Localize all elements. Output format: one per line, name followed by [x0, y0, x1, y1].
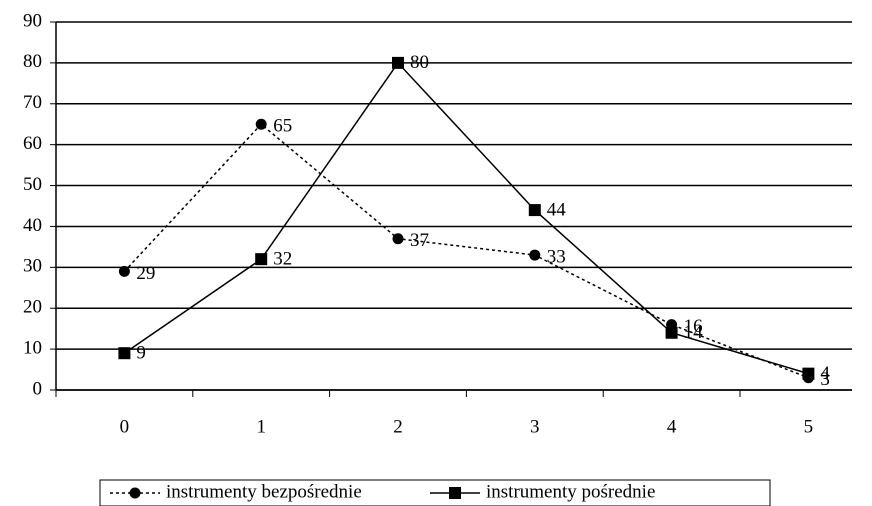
- data-point: [118, 347, 131, 360]
- series-line: [123, 123, 809, 379]
- data-point: [118, 265, 130, 277]
- data-point: [528, 204, 541, 217]
- data-point: [802, 367, 815, 380]
- data-label: 33: [547, 246, 566, 267]
- x-tick-label: 0: [120, 416, 130, 437]
- legend-box: [99, 479, 771, 506]
- data-point: [392, 56, 404, 69]
- legend-label: instrumenty bezpośrednie: [166, 481, 362, 502]
- legend-marker: [449, 487, 461, 499]
- legend-label: instrumenty pośrednie: [486, 481, 655, 502]
- y-tick-label: 30: [23, 256, 42, 277]
- data-point: [392, 233, 404, 245]
- y-tick-label: 60: [23, 133, 42, 154]
- y-tick-label: 80: [23, 51, 42, 72]
- data-label: 44: [547, 199, 567, 220]
- data-label: 32: [273, 249, 292, 270]
- data-label: 16: [684, 316, 703, 337]
- data-label: 29: [136, 263, 155, 284]
- data-label: 65: [273, 116, 292, 137]
- x-tick-label: 2: [393, 416, 403, 437]
- y-tick-label: 10: [23, 337, 42, 358]
- x-tick-label: 1: [256, 416, 266, 437]
- data-point: [255, 253, 268, 266]
- y-tick-label: 90: [23, 10, 42, 31]
- data-label: 37: [410, 230, 429, 251]
- y-tick-label: 70: [23, 92, 42, 113]
- y-tick-label: 0: [33, 378, 43, 399]
- x-tick-label: 3: [530, 416, 540, 437]
- y-tick-label: 20: [23, 297, 42, 318]
- data-label: 9: [136, 343, 146, 364]
- data-point: [665, 326, 678, 339]
- data-label: 80: [410, 52, 429, 73]
- data-point: [255, 118, 267, 130]
- x-tick-label: 5: [804, 416, 814, 437]
- y-tick-label: 50: [23, 174, 42, 195]
- data-label: 3: [820, 369, 830, 390]
- data-label: 4: [820, 363, 830, 384]
- y-tick-label: 40: [23, 215, 42, 236]
- x-tick-label: 4: [667, 416, 677, 437]
- data-point: [529, 249, 541, 261]
- series-line: [123, 61, 809, 375]
- data-label: 14: [684, 322, 704, 343]
- legend-marker: [129, 487, 141, 499]
